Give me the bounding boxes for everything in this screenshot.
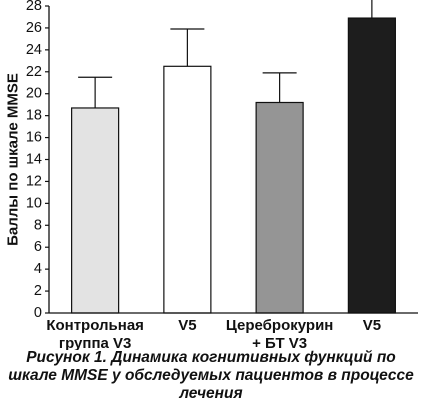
bar-1 (71, 107, 120, 314)
y-tick-label: 16 (26, 130, 42, 146)
y-tick-label: 14 (26, 152, 42, 168)
y-tick-label: 6 (34, 239, 42, 255)
y-tick-label: 12 (26, 173, 42, 189)
x-tick-label: V5 (363, 317, 381, 334)
bar-3 (255, 101, 304, 314)
bar-chart: 0246810121416182022242628Контрольнаягруп… (5, 0, 418, 350)
bars (71, 0, 396, 314)
axes: 0246810121416182022242628Контрольнаягруп… (26, 0, 418, 350)
y-tick-label: 0 (34, 305, 42, 321)
y-tick-label: 8 (34, 217, 42, 233)
y-tick-label: 18 (26, 108, 42, 124)
y-tick-label: 10 (26, 195, 42, 211)
bar-4 (347, 17, 396, 314)
caption-line: лечения (179, 385, 243, 402)
y-axis-label: Баллы по шкале MMSE (5, 73, 22, 246)
y-tick-label: 28 (26, 0, 42, 14)
y-tick-label: 26 (26, 20, 42, 36)
x-tick-label: группа V3 (59, 335, 132, 350)
x-tick-label: V5 (178, 317, 196, 334)
y-tick-label: 4 (34, 261, 42, 277)
figure-caption: Рисунок 1. Динамика когнитивных функций … (0, 349, 422, 403)
caption-line: Рисунок 1. Динамика когнитивных функций … (26, 349, 396, 366)
y-tick-label: 24 (26, 42, 42, 58)
y-tick-label: 20 (26, 86, 42, 102)
y-tick-label: 22 (26, 64, 42, 80)
x-tick-label: Контрольная (46, 317, 144, 334)
caption-line: шкале MMSE у обследуемых пациентов в про… (8, 367, 414, 384)
y-tick-label: 2 (34, 283, 42, 299)
bar-2 (163, 65, 212, 314)
x-tick-label: + БТ V3 (252, 335, 307, 350)
x-tick-label: Цереброкурин (226, 317, 333, 334)
